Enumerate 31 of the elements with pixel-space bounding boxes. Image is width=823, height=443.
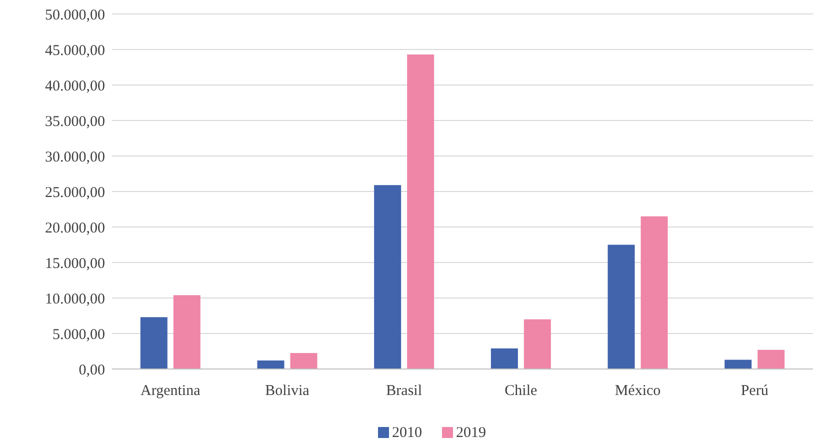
y-tick-label: 40.000,00 xyxy=(45,78,105,94)
y-tick-label: 30.000,00 xyxy=(45,149,105,166)
y-tick-label: 25.000,00 xyxy=(45,184,105,201)
legend-label: 2010 xyxy=(392,425,422,441)
bar xyxy=(257,360,284,369)
bar xyxy=(290,353,318,369)
y-tick-label: 35.000,00 xyxy=(45,114,105,130)
bar xyxy=(374,185,402,369)
bar xyxy=(758,350,785,369)
bar xyxy=(724,360,752,369)
y-tick-label: 10.000,00 xyxy=(45,291,105,308)
bar xyxy=(524,319,551,369)
bar xyxy=(490,348,518,369)
y-tick-label: 5.000,00 xyxy=(52,326,105,343)
x-tick-label: Brasil xyxy=(386,383,422,399)
y-tick-label: 50.000,00 xyxy=(45,7,105,24)
y-tick-label: 20.000,00 xyxy=(45,220,105,236)
y-tick-label: 0,00 xyxy=(78,362,105,378)
x-tick-label: Bolivia xyxy=(265,383,310,399)
x-tick-label: México xyxy=(614,383,661,399)
bar xyxy=(407,54,434,369)
x-tick-label: Chile xyxy=(504,383,538,399)
bar xyxy=(608,244,635,369)
y-tick-label: 15.000,00 xyxy=(45,256,105,272)
x-tick-label: Perú xyxy=(740,383,769,399)
bar xyxy=(173,295,200,369)
bar xyxy=(640,216,668,369)
y-tick-label: 45.000,00 xyxy=(45,42,105,59)
x-tick-label: Argentina xyxy=(140,383,201,399)
legend-label: 2019 xyxy=(456,425,486,441)
bar xyxy=(140,317,168,369)
